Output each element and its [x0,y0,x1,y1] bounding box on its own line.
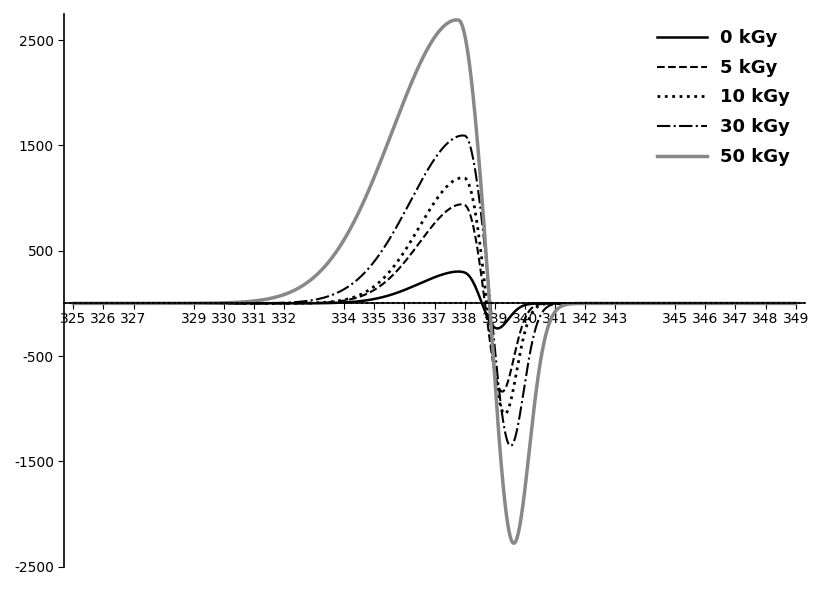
Line: 0 kGy: 0 kGy [73,272,796,329]
50 kGy [377,155,386,162]
30 kGy [345,282,355,289]
5 kGy [194,300,204,307]
50 kGy [509,540,519,547]
5 kGy [68,300,78,307]
30 kGy [151,300,161,307]
10 kGy [700,300,709,307]
Line: 10 kGy: 10 kGy [73,178,796,414]
10 kGy [151,300,161,307]
50 kGy [452,16,461,24]
0 kGy [345,299,355,306]
5 kGy [456,201,466,208]
50 kGy [151,300,161,307]
50 kGy [345,225,355,232]
0 kGy [791,300,801,307]
5 kGy [791,300,801,307]
5 kGy [151,300,161,307]
5 kGy [345,296,355,303]
10 kGy [194,300,204,307]
10 kGy [68,300,78,307]
0 kGy [700,300,709,307]
5 kGy [700,300,709,307]
50 kGy [68,300,78,307]
0 kGy [194,300,204,307]
0 kGy [377,294,386,301]
Line: 5 kGy: 5 kGy [73,204,796,392]
10 kGy [777,300,787,307]
50 kGy [791,300,801,307]
0 kGy [68,300,78,307]
10 kGy [377,276,386,283]
30 kGy [791,300,801,307]
10 kGy [345,294,355,302]
0 kGy [151,300,161,307]
5 kGy [377,282,386,289]
0 kGy [453,268,463,275]
50 kGy [194,300,204,307]
5 kGy [498,388,508,395]
0 kGy [777,300,787,307]
30 kGy [506,442,516,449]
10 kGy [500,411,510,418]
Line: 50 kGy: 50 kGy [73,20,796,543]
5 kGy [777,300,787,307]
Line: 30 kGy: 30 kGy [73,135,796,446]
30 kGy [700,300,709,307]
Legend: 0 kGy, 5 kGy, 10 kGy, 30 kGy, 50 kGy: 0 kGy, 5 kGy, 10 kGy, 30 kGy, 50 kGy [650,22,796,172]
30 kGy [777,300,787,307]
30 kGy [377,248,386,255]
30 kGy [68,300,78,307]
10 kGy [457,174,467,181]
30 kGy [194,300,204,307]
50 kGy [777,300,787,307]
0 kGy [493,325,503,332]
30 kGy [458,132,468,139]
10 kGy [791,300,801,307]
50 kGy [700,300,709,307]
